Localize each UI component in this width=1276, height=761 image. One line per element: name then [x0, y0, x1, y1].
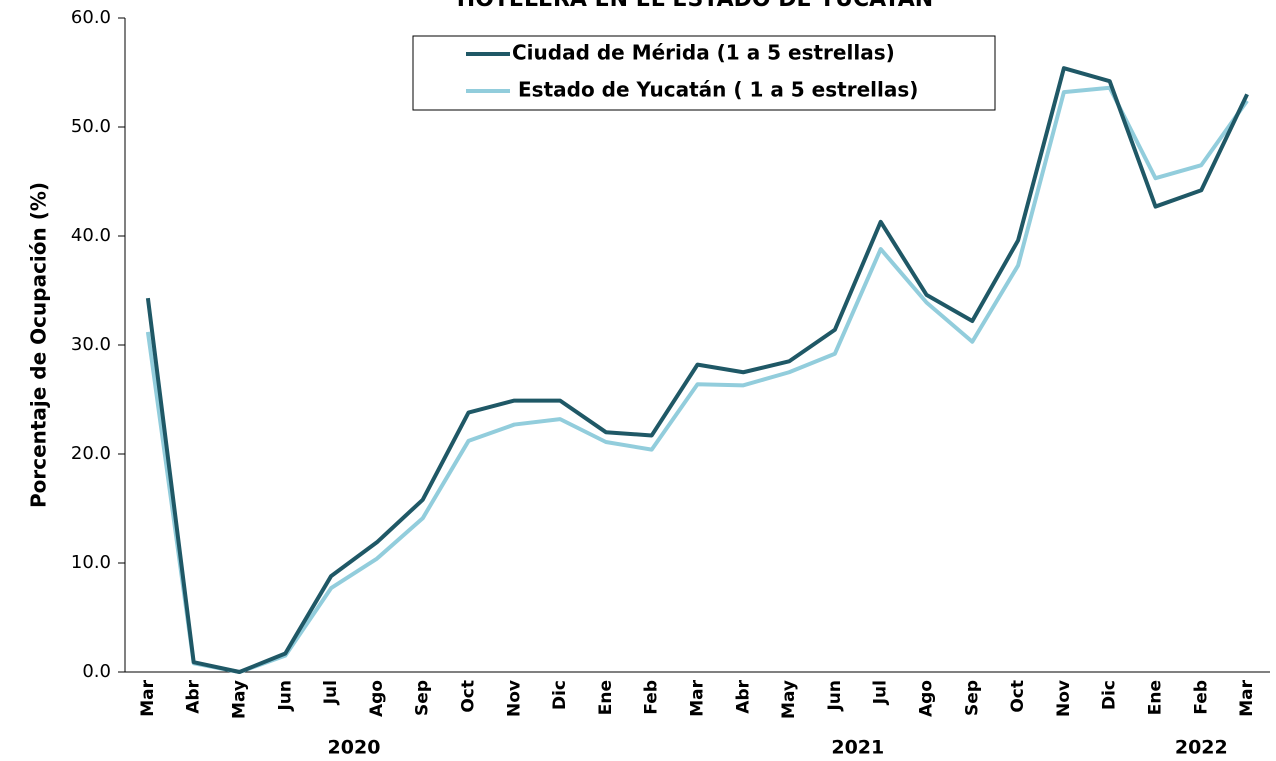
x-tick-label: May — [230, 680, 250, 719]
x-tick-label: Feb — [1191, 680, 1211, 715]
x-tick-label: Oct — [459, 680, 479, 713]
x-tick-label: Jul — [321, 680, 341, 705]
y-tick-label: 30.0 — [71, 334, 111, 355]
x-tick-label: Feb — [642, 680, 662, 715]
x-tick-label: May — [779, 680, 799, 719]
x-tick-label: Sep — [962, 680, 982, 716]
x-tick-label: Jun — [275, 680, 295, 712]
x-tick-label: Dic — [1100, 680, 1120, 710]
x-tick-label: Abr — [184, 679, 204, 713]
y-tick-label: 20.0 — [71, 443, 111, 464]
x-tick-label: Ago — [367, 680, 387, 717]
x-tick-label: Ago — [917, 680, 937, 717]
x-tick-label: Ene — [1146, 680, 1166, 715]
x-tick-label: Nov — [504, 680, 524, 717]
x-tick-label: Dic — [550, 680, 570, 710]
year-label: 2022 — [1175, 737, 1228, 759]
series-line — [145, 66, 1249, 674]
x-tick-label: Abr — [733, 679, 753, 713]
x-tick-label: Mar — [138, 679, 158, 716]
chart-title: HOTELERA EN EL ESTADO DE YUCATÁN — [457, 0, 933, 12]
x-tick-label: Oct — [1008, 680, 1028, 713]
year-label: 2020 — [328, 737, 381, 759]
year-label: 2021 — [831, 737, 884, 759]
x-tick-label: Mar — [688, 679, 708, 716]
legend-label: Ciudad de Mérida (1 a 5 estrellas) — [512, 41, 895, 65]
y-tick-label: 10.0 — [71, 552, 111, 573]
x-tick-label: Sep — [413, 680, 433, 716]
legend-label: Estado de Yucatán ( 1 a 5 estrellas) — [518, 78, 918, 102]
x-tick-label: Jul — [871, 680, 891, 705]
x-tick-label: Ene — [596, 680, 616, 715]
legend-box — [412, 35, 996, 111]
x-tick-label: Jun — [825, 680, 845, 712]
y-tick-label: 50.0 — [71, 116, 111, 137]
y-tick-label: 60.0 — [71, 7, 111, 28]
series-line — [145, 85, 1249, 674]
x-tick-label: Mar — [1237, 679, 1257, 716]
y-axis-title: Porcentaje de Ocupación (%) — [27, 182, 51, 508]
y-tick-label: 0.0 — [82, 661, 111, 682]
y-tick-label: 40.0 — [71, 225, 111, 246]
x-tick-label: Nov — [1054, 680, 1074, 717]
